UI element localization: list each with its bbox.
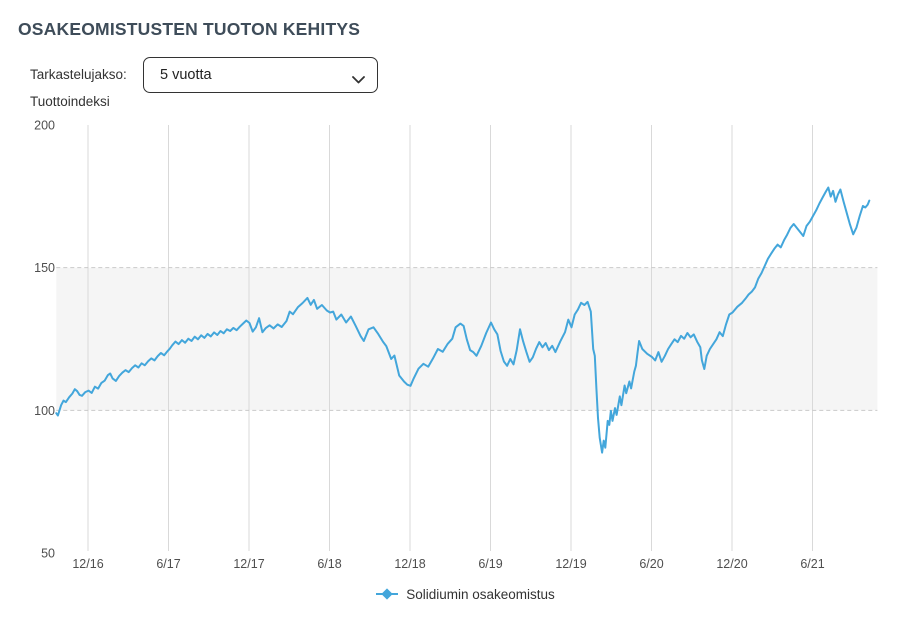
x-tick-label: 12/19 (555, 557, 586, 571)
y-tick-label: 100 (34, 404, 55, 418)
x-tick-label: 6/21 (800, 557, 824, 571)
x-tick-label: 6/19 (478, 557, 502, 571)
legend-marker-diamond-icon (376, 588, 399, 600)
x-tick-label: 12/16 (72, 557, 103, 571)
period-select-label: Tarkastelujakso: (30, 67, 127, 82)
x-tick-label: 6/20 (639, 557, 663, 571)
period-select-wrapper: 5 vuotta (143, 57, 378, 93)
y-tick-label: 200 (34, 119, 55, 133)
x-tick-label: 6/17 (156, 557, 180, 571)
grid-layer (87, 125, 813, 551)
dashline-layer (56, 267, 878, 411)
y-tick-label: 50 (41, 547, 55, 561)
legend-label: Solidiumin osakeomistus (406, 586, 555, 602)
period-select[interactable]: 5 vuotta (143, 57, 378, 93)
series-layer (55, 186, 871, 454)
axis-label-layer: 12/16 6/17 12/17 6/18 12/18 6/19 12/19 6/20 12/2… (34, 119, 825, 572)
x-tick-label: 12/18 (394, 557, 425, 571)
x-tick-label: 6/18 (317, 557, 341, 571)
chart-legend[interactable]: Solidiumin osakeomistus (57, 584, 874, 604)
x-tick-label: 12/17 (233, 557, 264, 571)
page-title: OSAKEOMISTUSTEN TUOTON KEHITYS (18, 18, 361, 39)
x-tick-label: 12/20 (716, 557, 747, 571)
y-axis-title: Tuottoindeksi (30, 94, 110, 109)
y-tick-label: 150 (34, 261, 55, 275)
series-line (55, 186, 871, 454)
